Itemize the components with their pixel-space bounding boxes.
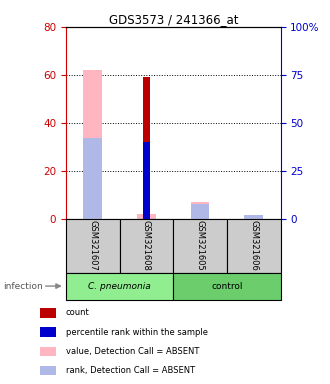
Text: percentile rank within the sample: percentile rank within the sample xyxy=(66,328,208,337)
Bar xyxy=(83,70,102,219)
Text: GSM321607: GSM321607 xyxy=(88,220,97,271)
Bar xyxy=(66,273,173,300)
Text: count: count xyxy=(66,308,90,318)
Bar xyxy=(66,219,120,273)
Text: C. pneumonia: C. pneumonia xyxy=(88,281,151,291)
Bar xyxy=(143,77,150,219)
Bar xyxy=(173,219,227,273)
Bar xyxy=(143,142,150,219)
Bar xyxy=(227,219,280,273)
Text: GSM321606: GSM321606 xyxy=(249,220,258,271)
Title: GDS3573 / 241366_at: GDS3573 / 241366_at xyxy=(109,13,238,26)
Bar xyxy=(83,138,102,219)
Bar xyxy=(40,346,56,356)
Text: GSM321605: GSM321605 xyxy=(196,220,205,271)
Bar xyxy=(119,219,173,273)
Text: rank, Detection Call = ABSENT: rank, Detection Call = ABSENT xyxy=(66,366,195,375)
Bar xyxy=(40,366,56,376)
Text: GSM321608: GSM321608 xyxy=(142,220,151,271)
Text: infection: infection xyxy=(3,281,43,291)
Bar xyxy=(191,204,210,219)
Bar xyxy=(191,202,210,219)
Bar xyxy=(173,273,280,300)
Text: value, Detection Call = ABSENT: value, Detection Call = ABSENT xyxy=(66,347,199,356)
Bar xyxy=(137,214,156,219)
Bar xyxy=(244,215,263,219)
Text: control: control xyxy=(211,281,243,291)
Bar xyxy=(40,327,56,337)
Bar xyxy=(40,308,56,318)
